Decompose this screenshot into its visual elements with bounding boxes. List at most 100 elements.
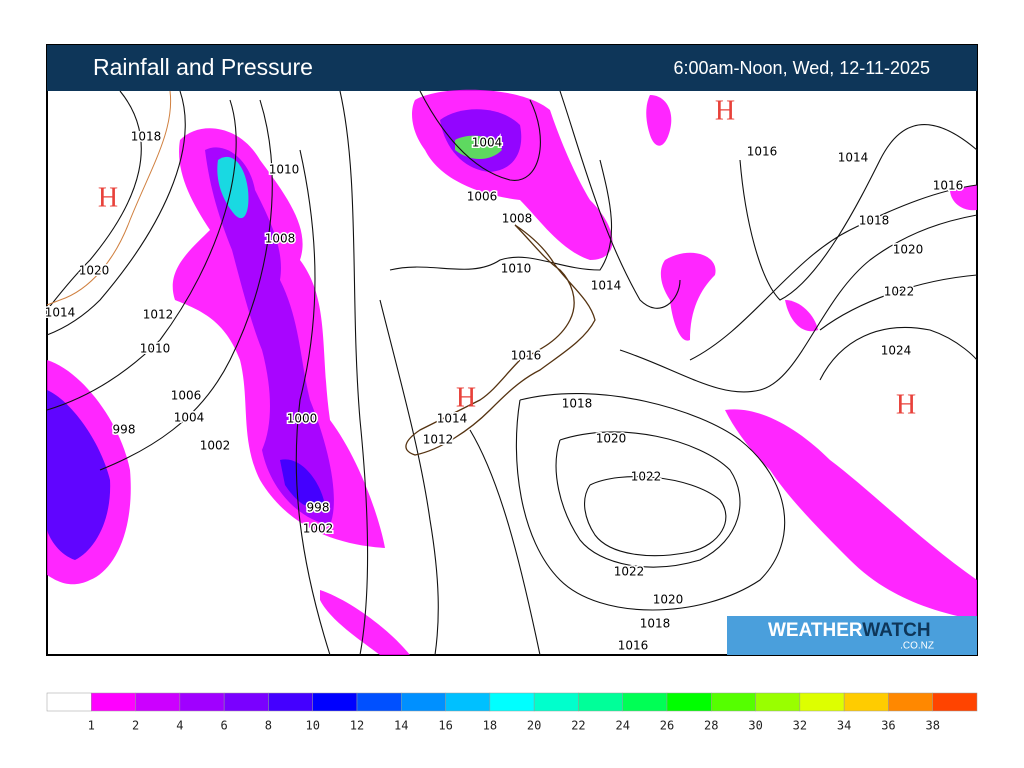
legend-swatch [622,692,668,712]
isobar-label: 1010 [269,163,300,177]
isobar-label: 1002 [303,522,334,536]
legend-swatch [135,692,181,712]
rain-area [785,300,818,332]
isobar-label: 1012 [143,308,174,322]
legend: 1 2 4 6 8 10 12 14 16 18 20 22 24 26 28 30 32 34 36 38 [46,692,978,733]
isobar [555,431,741,568]
isobar [99,99,273,471]
isobar [619,214,978,393]
legend-swatch [46,692,92,712]
title: Rainfall and Pressure [93,54,313,80]
legend-tick: 10 [305,719,319,733]
legend-tick: 12 [350,719,364,733]
rain-area [455,135,502,159]
isobar-label: 1014 [591,279,622,293]
isobar [339,90,369,656]
isobar [819,274,978,331]
isobar-label: 1020 [653,593,684,607]
rain-area [217,156,249,219]
isobar-label: 1016 [511,349,542,363]
legend-tick: 14 [394,719,408,733]
legend-tick: 4 [176,719,183,733]
isobar [559,90,681,309]
isobar [819,326,978,381]
isobar-label: 1006 [467,190,498,204]
rain-area [660,252,716,341]
isobar-label: 1018 [859,214,890,228]
isobar-label: 998 [307,501,330,515]
legend-tick: 18 [483,719,497,733]
legend-tick: 16 [438,719,452,733]
isobar-label: 1022 [884,285,915,299]
logo-watch: WATCH [862,620,930,641]
high-marker: H [456,382,476,413]
isobar-label: 1014 [437,412,468,426]
legend-tick: 20 [527,719,541,733]
rain-area [646,95,672,146]
rain-area [205,147,334,526]
rain-area [47,390,111,560]
isobar-label: 1016 [618,639,649,653]
legend-tick: 28 [704,719,718,733]
isobar-label: 1016 [747,145,778,159]
isobar-label: 1014 [838,151,869,165]
isobar-label: 1020 [893,243,924,257]
legend-swatch [91,692,136,712]
rain-area [950,185,977,211]
legend-swatch [445,692,491,712]
isobar-label: 1018 [562,397,593,411]
isobar [46,90,186,336]
coastline [46,90,172,306]
legend-tick: 30 [748,719,762,733]
legend-swatch [533,692,579,712]
legend-swatch [489,692,535,712]
legend-tick: 38 [925,719,939,733]
logo-box [727,616,977,655]
legend-swatch [888,692,933,712]
legend-tick: 6 [221,719,228,733]
isobar-label: 1014 [45,306,76,320]
legend-swatch [711,692,756,712]
header-bar [47,45,977,91]
isobar [584,476,727,557]
isobar-label: 1018 [640,617,671,631]
legend-swatch [223,692,269,712]
isobar-label: 998 [113,423,136,437]
isobar [515,393,786,611]
isobar-label: 1010 [140,342,171,356]
legend-swatch [799,692,845,712]
legend-tick: 22 [571,719,585,733]
isobar-label: 1010 [501,262,532,276]
map-layer: 1018 1010 1008 1020 1014 1012 1010 1006 1004 1002… [43,89,978,656]
isobar [46,99,237,411]
high-marker: H [715,95,735,126]
legend-swatch [268,692,313,712]
legend-swatch [179,692,225,712]
isobar-label: 1012 [423,433,454,447]
isobar-label: 1020 [79,264,110,278]
isobar [469,429,541,656]
isobar-label: 1018 [131,130,162,144]
isobar [689,184,978,361]
isobar [739,124,978,301]
coastline [405,224,596,456]
legend-tick: 26 [660,719,674,733]
high-marker: H [896,389,916,420]
isobar [419,90,541,181]
legend-tick: 8 [265,719,272,733]
isobar-label: 1024 [881,344,912,358]
legend-swatch [755,692,801,712]
isobar-label: 1022 [631,470,662,484]
rain-area [280,459,325,509]
legend-tick: 32 [793,719,807,733]
legend-swatch [932,692,978,712]
legend-tick: 1 [88,719,95,733]
isobar-label: 1004 [174,411,205,425]
legend-swatch [666,692,712,712]
isobar-label: 1006 [171,389,202,403]
logo: WEATHERWATCH [768,620,931,641]
legend-swatch [356,692,402,712]
rain-area [725,409,977,620]
